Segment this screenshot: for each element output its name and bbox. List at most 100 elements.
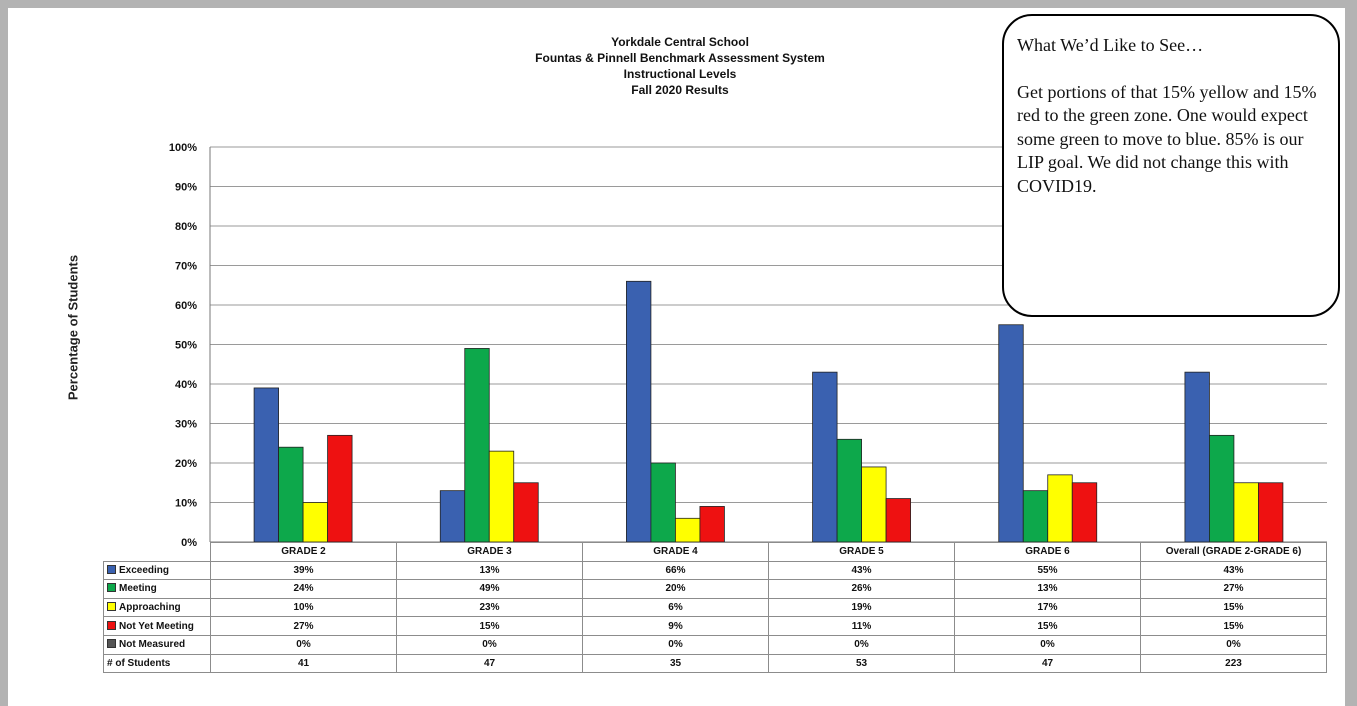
legend-meeting: Meeting (103, 579, 211, 599)
bar-approaching (302, 502, 328, 543)
table-cell: 23% (396, 597, 583, 618)
legend-label: Exceeding (119, 564, 170, 576)
category-grade-6: GRADE 6 (954, 542, 1141, 562)
legend-exceeding: Exceeding (103, 560, 211, 581)
bar-not-yet-meeting (1258, 482, 1284, 543)
y-tick-label: 30% (175, 419, 197, 431)
table-cell: 47 (396, 653, 583, 674)
data-table: GRADE 2 GRADE 3 GRADE 4 GRADE 5 GRADE 6 … (103, 542, 1327, 674)
table-cell: 43% (768, 560, 955, 581)
table-cell: 20% (582, 579, 769, 599)
category-grade-4: GRADE 4 (582, 542, 769, 562)
table-cell: 26% (768, 579, 955, 599)
table-cell: 0% (582, 634, 769, 655)
legend-swatch-not-yet-meeting (107, 620, 116, 630)
legend-approaching: Approaching (103, 597, 211, 618)
table-cell: 0% (1140, 634, 1327, 655)
bar-meeting (464, 348, 490, 543)
table-row-exceeding: Exceeding 39% 13% 66% 43% 55% 43% (103, 560, 1327, 581)
bar-approaching (1047, 474, 1073, 543)
bar-approaching (675, 517, 701, 543)
table-cell: 13% (396, 560, 583, 581)
bar-exceeding (439, 490, 466, 543)
table-header-row: GRADE 2 GRADE 3 GRADE 4 GRADE 5 GRADE 6 … (103, 542, 1327, 562)
callout-body: Get portions of that 15% yellow and 15% … (1017, 81, 1317, 196)
table-cell: 47 (954, 653, 1141, 674)
table-row-meeting: Meeting 24% 49% 20% 26% 13% 27% (103, 579, 1327, 599)
y-tick-label: 10% (175, 498, 197, 510)
bar-meeting (836, 438, 862, 543)
legend-swatch-not-measured (107, 639, 116, 649)
table-cell: 49% (396, 579, 583, 599)
bar-meeting (1022, 490, 1049, 543)
bar-exceeding (998, 324, 1024, 543)
legend-swatch-approaching (107, 602, 116, 612)
table-cell: 27% (210, 616, 397, 636)
table-cell: 11% (768, 616, 955, 636)
table-row-not-yet-meeting: Not Yet Meeting 27% 15% 9% 11% 15% 15% (103, 616, 1327, 636)
category-grade-5: GRADE 5 (768, 542, 955, 562)
bar-exceeding (253, 387, 279, 543)
frame-top (0, 0, 1357, 8)
bar-approaching (1233, 482, 1259, 543)
bar-meeting (278, 446, 304, 543)
table-cell: 15% (1140, 616, 1327, 636)
legend-label: Approaching (119, 602, 181, 614)
legend-label: Meeting (119, 583, 157, 595)
table-cell: 15% (1140, 597, 1327, 618)
table-row-not-measured: Not Measured 0% 0% 0% 0% 0% 0% (103, 634, 1327, 655)
chart-title: Yorkdale Central School Fountas & Pinnel… (400, 34, 960, 98)
category-grade-2: GRADE 2 (210, 542, 397, 562)
title-line-3: Instructional Levels (623, 67, 737, 81)
legend-label: Not Measured (119, 639, 186, 651)
y-tick-label: 40% (175, 379, 197, 391)
bar-exceeding (1184, 371, 1210, 543)
table-cell: 15% (954, 616, 1141, 636)
table-cell: 27% (1140, 579, 1327, 599)
table-cell: 66% (582, 560, 769, 581)
table-cell: 24% (210, 579, 397, 599)
legend-not-yet-meeting: Not Yet Meeting (103, 616, 211, 636)
bar-exceeding (812, 371, 838, 543)
bar-exceeding (626, 280, 652, 543)
table-row-students: # of Students 41 47 35 53 47 223 (103, 653, 1327, 674)
table-cell: 13% (954, 579, 1141, 599)
bar-meeting (1209, 434, 1235, 543)
bar-meeting (650, 462, 676, 543)
students-row-label: # of Students (103, 653, 211, 674)
bar-not-yet-meeting (699, 506, 725, 543)
table-cell: 41 (210, 653, 397, 674)
table-cell: 6% (582, 597, 769, 618)
table-cell: 15% (396, 616, 583, 636)
y-tick-label: 80% (175, 221, 197, 233)
table-cell: 10% (210, 597, 397, 618)
table-cell: 43% (1140, 560, 1327, 581)
table-cell: 19% (768, 597, 955, 618)
legend-not-measured: Not Measured (103, 634, 211, 655)
table-cell: 9% (582, 616, 769, 636)
title-line-4: Fall 2020 Results (631, 83, 729, 97)
table-cell: 35 (582, 653, 769, 674)
table-cell: 0% (210, 634, 397, 655)
table-cell: 0% (768, 634, 955, 655)
table-corner (103, 542, 211, 562)
table-cell: 0% (954, 634, 1141, 655)
table-cell: 223 (1140, 653, 1327, 674)
table-cell: 17% (954, 597, 1141, 618)
table-cell: 53 (768, 653, 955, 674)
title-line-1: Yorkdale Central School (611, 35, 749, 49)
table-cell: 0% (396, 634, 583, 655)
table-cell: 39% (210, 560, 397, 581)
legend-swatch-exceeding (107, 564, 116, 574)
callout-box: What We’d Like to See… Get portions of t… (1002, 14, 1340, 317)
y-tick-label: 100% (169, 142, 197, 154)
legend-swatch-meeting (107, 583, 116, 593)
bar-not-yet-meeting (885, 498, 911, 543)
bar-approaching (488, 450, 515, 543)
legend-label: Not Yet Meeting (119, 620, 194, 632)
frame-left (0, 0, 8, 706)
y-tick-label: 20% (175, 458, 197, 470)
bar-not-yet-meeting (1071, 482, 1098, 543)
y-tick-label: 50% (175, 340, 197, 352)
